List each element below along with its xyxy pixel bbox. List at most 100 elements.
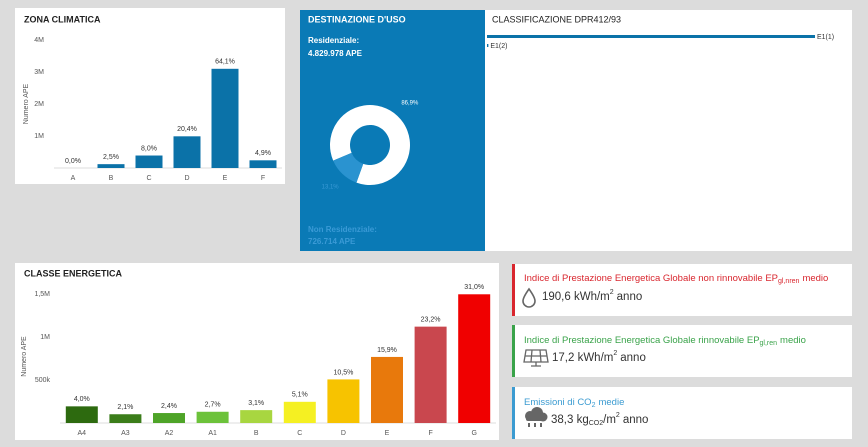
card-value-sub: CO2 (589, 420, 604, 427)
card-value: 38,3 kgCO2/m2 anno (551, 412, 648, 427)
slice-label: 13,1% (322, 185, 340, 191)
x-tick-label: G (471, 430, 476, 437)
y-tick-label: 1,5M (34, 291, 50, 298)
x-tick-label: A1 (208, 430, 217, 437)
card-value-sup: 2 (616, 412, 620, 419)
bar-label: 15,9% (377, 347, 397, 354)
bar (458, 294, 491, 423)
bar-label: 64,1% (215, 59, 235, 66)
bar (283, 401, 316, 423)
panel (485, 10, 852, 251)
y-tick-label: 2M (34, 101, 44, 108)
bar (153, 413, 185, 423)
chart-title: CLASSIFICAZIONE DPR412/93 (492, 14, 621, 24)
card-value-text: 190,6 kWh/m (542, 291, 610, 303)
card-title-text: Indice di Prestazione Energetica Globale… (524, 335, 760, 346)
bar-label: 4,0% (74, 396, 90, 403)
bar (487, 35, 815, 38)
slice-label: 86,9% (401, 100, 419, 106)
card-title-sub: gl,nren (778, 278, 800, 285)
x-tick-label: C (297, 430, 302, 437)
bar-label: 2,4% (161, 403, 177, 410)
y-tick-label: 4M (34, 37, 44, 44)
y-tick-label: 1M (40, 334, 50, 341)
bar-label: 20,4% (177, 126, 197, 133)
card-value-end: anno (620, 352, 646, 364)
bar-category: E1(2) (490, 43, 507, 50)
card-title-end: medio (802, 273, 828, 284)
bar-label: 8,0% (141, 145, 157, 152)
chart-title: DESTINAZIONE D'USO (308, 14, 406, 24)
x-tick-label: D (341, 430, 346, 437)
bar (327, 379, 360, 423)
card-title-sub: gl,ren (760, 340, 778, 347)
card-stripe (512, 325, 515, 377)
drop-icon (522, 287, 536, 308)
bar (109, 414, 142, 423)
cloud-icon (525, 407, 548, 427)
category-label: Residenziale: (308, 36, 359, 45)
card-bg (512, 387, 852, 439)
bar-label: 0,0% (65, 158, 81, 165)
bar (249, 160, 277, 168)
chart-title: ZONA CLIMATICA (24, 14, 101, 24)
bar-label: 4,9% (255, 150, 271, 157)
bar-label: 2,1% (117, 404, 133, 411)
card-bg (512, 325, 852, 377)
bar (173, 136, 201, 168)
x-tick-label: A4 (78, 430, 87, 437)
bar (414, 326, 447, 423)
donut-slice (333, 152, 364, 183)
y-tick-label: 1M (34, 133, 44, 140)
solar-icon (523, 349, 549, 367)
category-count: 4.829.978 APE (308, 49, 363, 58)
bar (211, 68, 239, 168)
x-tick-label: B (254, 430, 259, 437)
card-title: Indice di Prestazione Energetica Globale… (524, 273, 828, 285)
x-tick-label: A (71, 175, 76, 182)
card: Indice di Prestazione Energetica Globale… (512, 264, 852, 316)
card-value-end: anno (623, 414, 649, 426)
y-tick-label: 500k (35, 377, 51, 384)
y-axis-label: Numero APE (23, 83, 30, 124)
card-value-mid: /m (603, 414, 616, 426)
x-tick-label: C (146, 175, 151, 182)
card-title-end: medie (598, 397, 624, 408)
card-value-sup: 2 (613, 350, 617, 357)
bar-label: 3,1% (248, 400, 264, 407)
x-tick-label: D (184, 175, 189, 182)
bar-label: 2,7% (205, 402, 221, 409)
card-title-end: medio (780, 335, 806, 346)
card: Indice di Prestazione Energetica Globale… (512, 325, 852, 377)
card-value: 190,6 kWh/m2 anno (542, 289, 642, 303)
bar-category: E1(1) (817, 34, 834, 41)
bar (135, 155, 163, 168)
card-value: 17,2 kWh/m2 anno (552, 350, 646, 364)
card-value-end: anno (617, 291, 643, 303)
bar-label: 23,2% (421, 316, 441, 323)
category-label: Non Residenziale: (308, 225, 377, 234)
x-tick-label: A2 (165, 430, 174, 437)
bar (487, 44, 489, 47)
panel (15, 8, 285, 184)
card-value-sup: 2 (610, 289, 614, 296)
card-title: Emissioni di CO2 medie (524, 397, 624, 409)
x-tick-label: F (428, 430, 432, 437)
bar (65, 406, 98, 423)
y-tick-label: 3M (34, 69, 44, 76)
card-title-text: Emissioni di CO (524, 397, 592, 408)
card-title-text: Indice di Prestazione Energetica Globale… (524, 273, 778, 284)
bar (240, 410, 273, 423)
category-count: 726.714 APE (308, 237, 356, 246)
x-tick-label: E (385, 430, 390, 437)
bar (196, 411, 229, 423)
card: Emissioni di CO2 medie 38,3 kgCO2/m2 anno (512, 387, 852, 439)
card-title-sub: 2 (592, 402, 596, 409)
card-title: Indice di Prestazione Energetica Globale… (524, 335, 806, 347)
x-tick-label: F (261, 175, 265, 182)
card-value-text: 17,2 kWh/m (552, 352, 613, 364)
bar (371, 356, 403, 423)
x-tick-label: B (109, 175, 114, 182)
